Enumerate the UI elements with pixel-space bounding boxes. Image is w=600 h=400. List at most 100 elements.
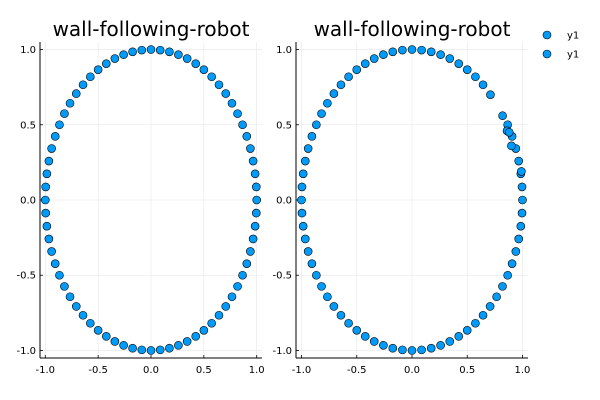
scatter-point: [323, 292, 332, 302]
legend-marker: [542, 30, 552, 40]
scatter-point: [246, 144, 255, 153]
scatter-point: [352, 326, 362, 335]
scatter-point: [55, 270, 64, 280]
scatter-point: [65, 292, 75, 302]
y-tick-label: 0.5: [276, 120, 292, 131]
scatter-point: [182, 54, 192, 63]
scatter-point: [174, 50, 183, 59]
scatter-point: [445, 337, 455, 346]
scatter-point: [471, 72, 480, 82]
scatter-point: [41, 208, 51, 218]
scatter-point: [47, 144, 56, 153]
scatter-point: [398, 345, 407, 355]
scatter-point: [436, 341, 445, 350]
scatter-point: [344, 72, 353, 82]
scatter-point: [246, 247, 255, 256]
scatter-point: [238, 120, 247, 130]
scatter-point: [462, 326, 472, 335]
legend-label: y1: [567, 50, 579, 61]
scatter-point: [436, 50, 445, 59]
scatter-point: [417, 45, 426, 55]
scatter-point: [207, 318, 216, 328]
scatter-point: [317, 109, 326, 118]
scatter-point: [40, 195, 50, 205]
scatter-point: [445, 54, 455, 63]
scatter-point: [119, 341, 128, 350]
scatter-point: [199, 326, 209, 335]
scatter-point: [248, 156, 258, 166]
scatter-point: [454, 59, 464, 68]
scatter-point: [47, 247, 56, 256]
scatter-point: [93, 326, 103, 335]
scatter-point: [119, 50, 128, 59]
scatter-point: [511, 247, 521, 256]
scatter-point: [155, 345, 165, 355]
scatter-point: [227, 292, 237, 302]
legend: y1 y1: [542, 30, 579, 61]
scatter-point: [250, 221, 260, 231]
scatter-point: [303, 144, 313, 153]
scatter-point: [485, 302, 495, 311]
scatter-point: [307, 132, 317, 141]
scatter-point: [323, 98, 332, 108]
scatter-point: [317, 282, 326, 291]
scatter-point: [78, 80, 88, 90]
y-tick-label: 0.0: [276, 196, 292, 207]
scatter-point: [93, 65, 103, 74]
scatter-point: [297, 208, 307, 218]
scatter-point: [233, 109, 242, 118]
y-tick-label: -0.5: [16, 271, 36, 282]
scatter-point: [60, 109, 69, 118]
scatter-point: [65, 98, 75, 108]
x-tick-label: -1.0: [292, 365, 312, 376]
scatter-point: [182, 337, 192, 346]
scatter-point: [471, 318, 480, 328]
scatter-point: [344, 318, 353, 328]
scatter-point: [486, 90, 495, 99]
scatter-point: [221, 89, 231, 98]
legend-marker: [542, 49, 552, 59]
scatter-point: [298, 221, 308, 231]
scatter-point: [44, 156, 54, 166]
x-tick-label: 0.5: [459, 365, 475, 376]
scatter-point: [503, 270, 512, 280]
scatter-point: [128, 343, 137, 353]
scatter-point: [297, 182, 307, 192]
scatter-point: [165, 343, 174, 353]
x-tick-label: 0.0: [143, 365, 159, 376]
scatter-point: [155, 45, 165, 55]
scatter-point: [360, 59, 370, 68]
scatter-point: [369, 54, 379, 63]
scatter-point: [379, 341, 388, 350]
scatter-point: [498, 282, 507, 291]
scatter-point: [507, 259, 517, 268]
scatter-point: [242, 132, 252, 141]
scatter-point: [312, 270, 321, 280]
scatter-point: [517, 167, 526, 176]
scatter-point: [101, 332, 111, 341]
x-tick-label: -1.0: [36, 365, 56, 376]
scatter-point: [50, 132, 60, 141]
scatter-point: [110, 337, 120, 346]
scatter-point: [207, 72, 216, 82]
subplot-left: -1.0 -0.5 0.0 0.5 1.0 -1.0 -0.5 0.0 0.5 1.0 wall-f…: [16, 17, 264, 376]
scatter-point: [336, 310, 346, 320]
scatter-point: [137, 345, 147, 355]
scatter-point: [227, 98, 237, 108]
scatter-point: [426, 47, 436, 57]
scatter-point: [517, 208, 527, 218]
scatter-point: [297, 195, 306, 205]
scatter-point: [492, 292, 501, 302]
scatter-point: [426, 343, 436, 353]
scatter-point: [42, 169, 52, 179]
scatter-point: [165, 47, 174, 57]
scatter-point: [251, 208, 261, 218]
scatter-point: [369, 337, 379, 346]
scatter-point: [336, 80, 346, 90]
legend-label: y1: [567, 31, 579, 42]
scatter-point: [199, 65, 209, 74]
scatter-point: [233, 282, 242, 291]
scatter-point: [250, 169, 260, 179]
scatter-point: [128, 47, 137, 57]
scatter-point: [478, 310, 488, 320]
